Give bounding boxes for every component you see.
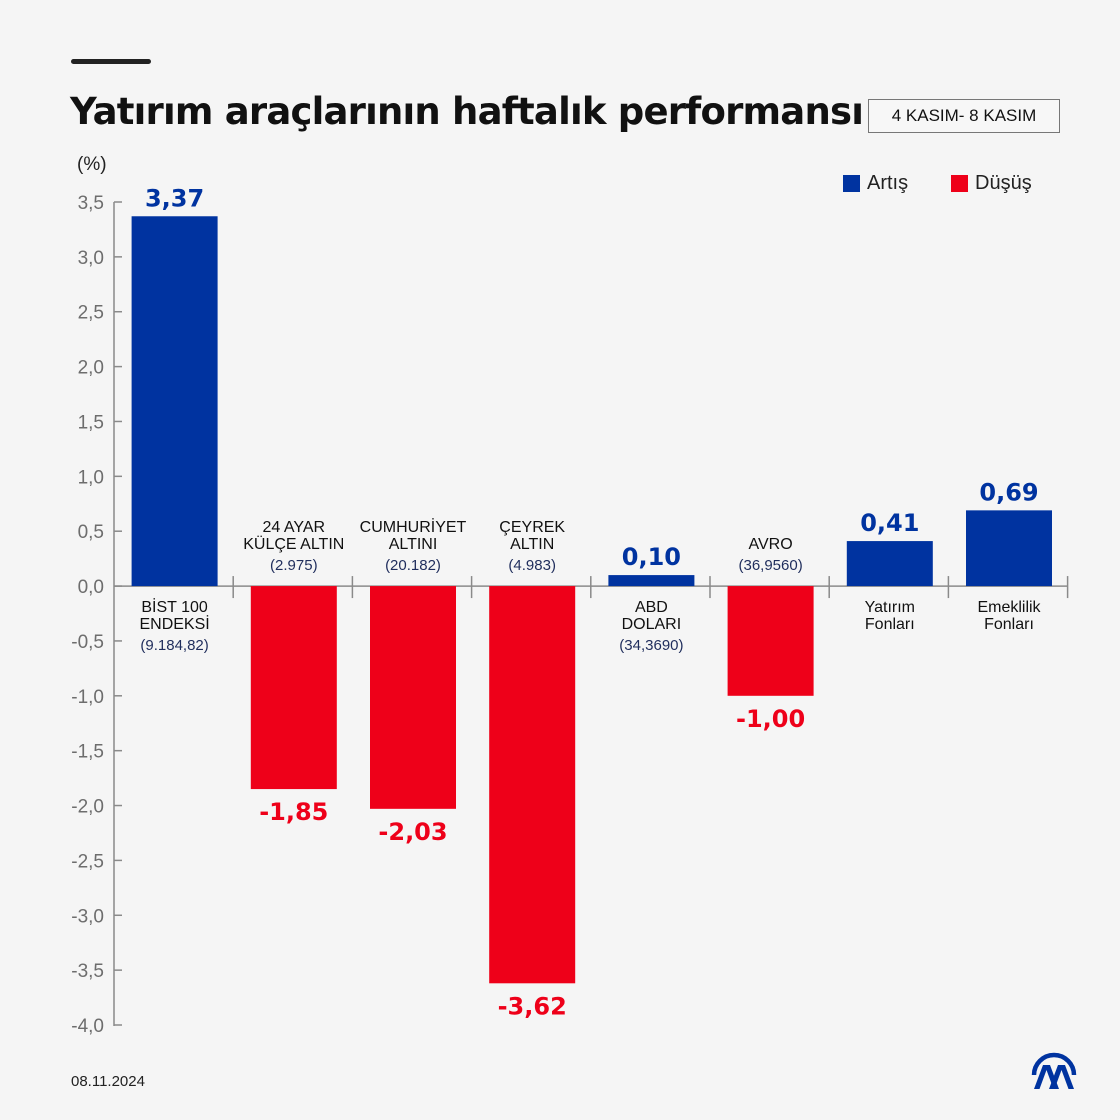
bar-value-label: -1,85 <box>259 798 328 826</box>
footer-date: 08.11.2024 <box>71 1073 145 1090</box>
category-label: Emeklilik <box>977 599 1041 616</box>
category-label: DOLARI <box>622 616 682 633</box>
y-tick-label: 1,5 <box>78 412 104 433</box>
category-sublabel: (9.184,82) <box>140 637 208 654</box>
y-tick-label: -3,5 <box>71 961 104 982</box>
category-label: KÜLÇE ALTIN <box>243 535 344 553</box>
bar-value-label: 0,69 <box>979 478 1038 506</box>
y-tick-label: 3,0 <box>78 248 104 269</box>
category-sublabel: (36,9560) <box>738 557 802 574</box>
category-label: ALTINI <box>389 536 438 553</box>
category-sublabel: (2.975) <box>270 557 318 574</box>
bar-value-label: 3,37 <box>145 184 204 212</box>
legend-item-increase: Artış <box>843 172 908 195</box>
bar-value-label: 0,41 <box>860 509 919 537</box>
category-label: Fonları <box>865 616 915 633</box>
y-tick-label: 2,5 <box>78 303 104 324</box>
bar <box>131 216 218 587</box>
date-range-badge: 4 KASIM- 8 KASIM <box>868 99 1060 133</box>
legend-swatch-increase <box>843 175 860 192</box>
legend-swatch-decrease <box>951 175 968 192</box>
category-label: CUMHURİYET <box>360 517 467 536</box>
bar <box>370 586 456 809</box>
bar <box>727 586 814 696</box>
y-tick-label: -1,5 <box>71 742 104 763</box>
top-rule-decoration <box>71 59 151 64</box>
chart-title: Yatırım araçlarının haftalık performansı <box>70 90 864 133</box>
aa-logo-icon <box>1031 1052 1077 1089</box>
category-label: ABD <box>635 599 668 616</box>
y-tick-label: -1,0 <box>71 687 104 708</box>
bar-value-label: -1,00 <box>736 705 805 733</box>
legend-label-increase: Artış <box>867 172 909 194</box>
bar <box>250 586 337 790</box>
category-sublabel: (34,3690) <box>619 637 683 654</box>
category-sublabel: (4.983) <box>508 557 556 574</box>
y-tick-label: 0,0 <box>78 577 104 598</box>
legend-item-decrease: Düşüş <box>951 172 1032 195</box>
bar-value-label: 0,10 <box>622 543 681 571</box>
category-label: ALTIN <box>510 536 554 553</box>
y-tick-label: 1,0 <box>78 467 104 488</box>
category-label: Fonları <box>984 616 1034 633</box>
legend-label-decrease: Düşüş <box>975 172 1032 194</box>
category-label: BİST 100 <box>141 597 208 616</box>
y-tick-label: 2,0 <box>78 358 104 379</box>
bar-value-label: -2,03 <box>378 818 447 846</box>
bar-value-label: -3,62 <box>498 992 567 1020</box>
category-sublabel: (20.182) <box>385 557 441 574</box>
bar <box>608 575 695 587</box>
category-label: Yatırım <box>865 599 915 616</box>
y-tick-label: 0,5 <box>78 522 104 543</box>
category-label: ÇEYREK <box>499 519 565 536</box>
bar <box>489 586 576 984</box>
category-label: 24 AYAR <box>263 519 326 536</box>
category-label: AVRO <box>749 536 793 553</box>
category-label: ENDEKSİ <box>139 614 209 633</box>
y-axis-unit-label: (%) <box>77 154 107 175</box>
bar <box>846 541 933 587</box>
y-tick-label: -2,0 <box>71 797 104 818</box>
y-tick-label: -4,0 <box>71 1016 104 1037</box>
y-tick-label: -0,5 <box>71 632 104 653</box>
y-tick-label: 3,5 <box>78 193 104 214</box>
y-tick-label: -2,5 <box>71 851 104 872</box>
bar <box>966 510 1052 587</box>
y-tick-label: -3,0 <box>71 906 104 927</box>
